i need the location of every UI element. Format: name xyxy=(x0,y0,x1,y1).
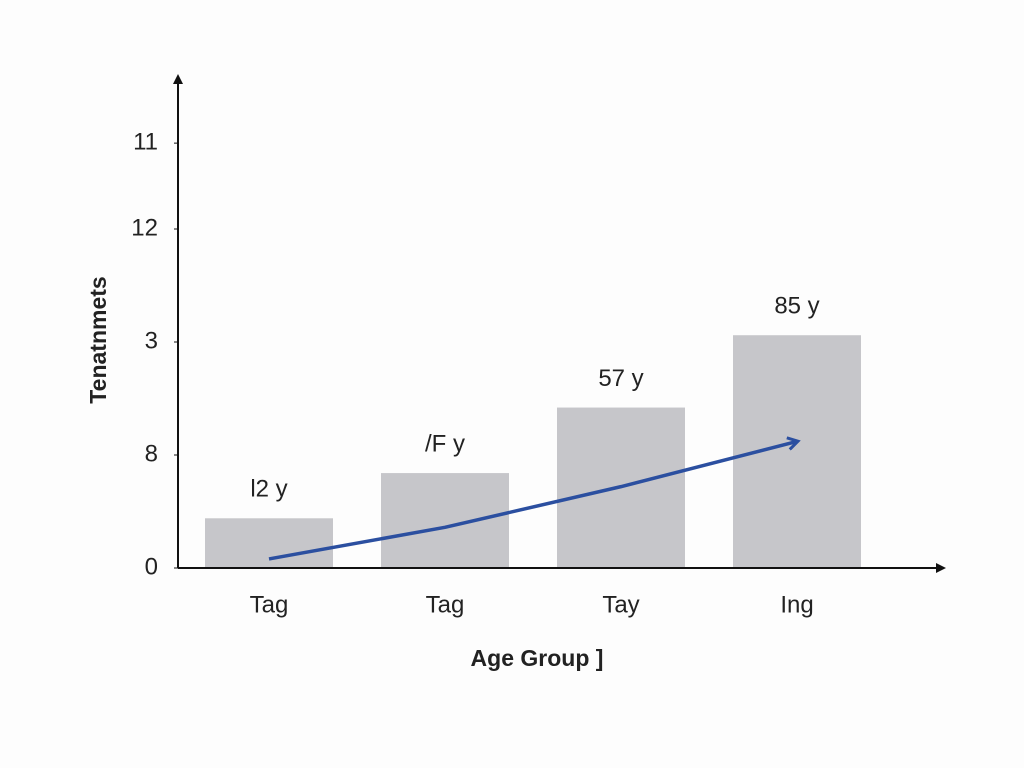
y-tick-label: 8 xyxy=(145,440,158,467)
bar-annotation: /F y xyxy=(425,430,465,457)
bar-annotation: 57 y xyxy=(598,365,643,392)
y-tick-label: 0 xyxy=(145,553,158,580)
x-tick-label: Tay xyxy=(602,591,639,618)
plot-area: 0 8 3 12 11 Tag Tag Tay Ing l2 y/F y 57 y 85 y xyxy=(131,128,861,618)
y-tick-label: 11 xyxy=(133,128,158,155)
y-tick-label: 3 xyxy=(145,327,158,354)
x-tick-label: Tag xyxy=(426,591,465,618)
x-axis-title: Age Group ] xyxy=(471,645,604,671)
bar-annotation: l2 y xyxy=(250,476,287,503)
y-tick-label: 12 xyxy=(131,214,158,241)
bar xyxy=(205,518,333,568)
bar xyxy=(381,473,509,568)
line-series xyxy=(268,441,797,561)
x-tick-label: Ing xyxy=(780,591,813,618)
y-axis-title: Tenatnmets xyxy=(85,276,111,403)
x-tick-label: Tag xyxy=(250,591,289,618)
bar-annotation: 85 y xyxy=(774,293,819,320)
